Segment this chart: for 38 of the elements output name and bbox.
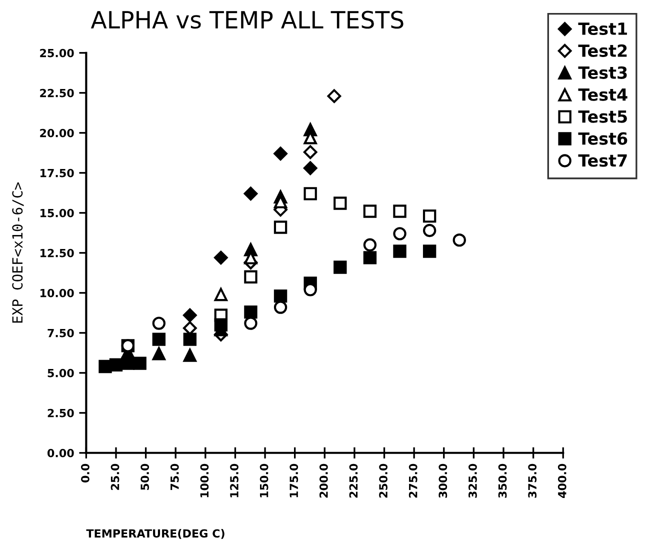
x-tick-label: 75.0: [170, 464, 179, 490]
x-tick-label: 250.0: [379, 464, 388, 498]
x-axis-title: TEMPERATURE(DEG C): [86, 529, 224, 539]
y-tick-label: 15.00: [40, 208, 74, 218]
x-tick-label: 25.0: [110, 464, 120, 490]
x-tick-label: 200.0: [319, 464, 328, 498]
x-tick-label: 275.0: [408, 464, 418, 498]
y-tick-label: 25.00: [40, 48, 74, 58]
y-tick-label: 7.50: [48, 328, 74, 338]
legend-label: Test4: [578, 88, 628, 101]
y-axis-title: EXP COEF<x10-6/C>: [12, 182, 24, 323]
legend-label: Test1: [578, 22, 627, 36]
x-tick-label: 150.0: [260, 464, 268, 498]
x-tick-label: 300.0: [438, 464, 448, 498]
legend-label: Test7: [578, 154, 627, 167]
x-tick-label: 325.0: [468, 464, 477, 498]
x-tick-label: 225.0: [349, 464, 358, 498]
x-tick-label: 375.0: [528, 464, 537, 498]
x-tick-label: 125.0: [230, 464, 238, 498]
y-tick-label: 2.50: [48, 408, 74, 418]
y-tick-label: 22.50: [40, 88, 74, 98]
x-tick-label: 400.0: [558, 464, 566, 498]
y-tick-label: 12.50: [40, 248, 74, 258]
y-tick-label: 20.00: [40, 128, 74, 138]
legend-label: Test6: [578, 132, 628, 145]
legend-label: Test5: [578, 110, 627, 123]
y-tick-label: 0.00: [47, 448, 74, 458]
x-tick-label: 50.0: [140, 464, 150, 490]
x-tick-label: 100.0: [200, 464, 209, 498]
y-tick-label: 17.50: [40, 168, 74, 178]
chart-title: ALPHA vs TEMP ALL TESTS: [90, 10, 404, 29]
legend-label: Test3: [578, 66, 627, 79]
x-tick-label: 175.0: [290, 464, 298, 498]
x-tick-label: 0.0: [81, 464, 90, 482]
y-tick-label: 10.00: [40, 288, 74, 298]
legend-label: Test2: [578, 44, 627, 57]
y-tick-label: 5.00: [48, 368, 74, 378]
x-tick-label: 350.0: [498, 464, 507, 498]
